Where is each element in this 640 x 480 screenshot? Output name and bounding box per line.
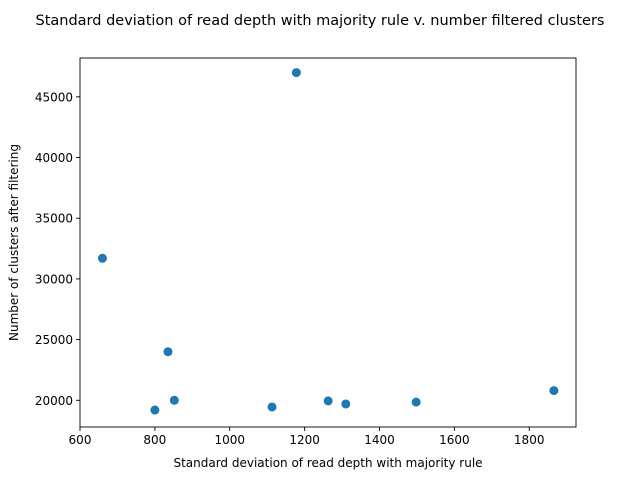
x-tick-label-6: 1800	[514, 433, 545, 447]
data-point-9	[549, 386, 559, 396]
data-point-0	[97, 253, 107, 263]
x-axis-ticks: 600 800 1000 1200 1400 1600 1800	[69, 427, 545, 447]
data-point-1	[150, 405, 160, 415]
data-point-3	[169, 395, 179, 405]
x-tick-label-5: 1600	[439, 433, 470, 447]
plot-frame	[79, 57, 577, 428]
y-tick-label-3: 35000	[35, 212, 73, 226]
data-point-7	[341, 399, 351, 409]
y-axis-ticks: 20000 25000 30000 35000 40000 45000	[35, 90, 80, 408]
y-tick-label-1: 25000	[35, 333, 73, 347]
y-tick-label-0: 20000	[35, 394, 73, 408]
x-tick-label-3: 1200	[289, 433, 320, 447]
y-tick-label-5: 45000	[35, 90, 73, 104]
data-point-2	[163, 347, 173, 357]
x-axis-label: Standard deviation of read depth with ma…	[173, 456, 482, 470]
data-point-6	[323, 396, 333, 406]
y-tick-label-2: 30000	[35, 272, 73, 286]
x-tick-label-1: 800	[143, 433, 166, 447]
chart-title: Standard deviation of read depth with ma…	[36, 13, 605, 29]
y-tick-label-4: 40000	[35, 151, 73, 165]
data-point-4	[267, 402, 277, 412]
x-tick-label-2: 1000	[214, 433, 245, 447]
x-tick-label-0: 600	[69, 433, 92, 447]
y-axis-label: Number of clusters after filtering	[7, 144, 21, 341]
data-point-8	[411, 397, 421, 407]
data-point-5	[291, 68, 301, 78]
x-tick-label-4: 1400	[364, 433, 395, 447]
points-layer	[97, 68, 559, 415]
